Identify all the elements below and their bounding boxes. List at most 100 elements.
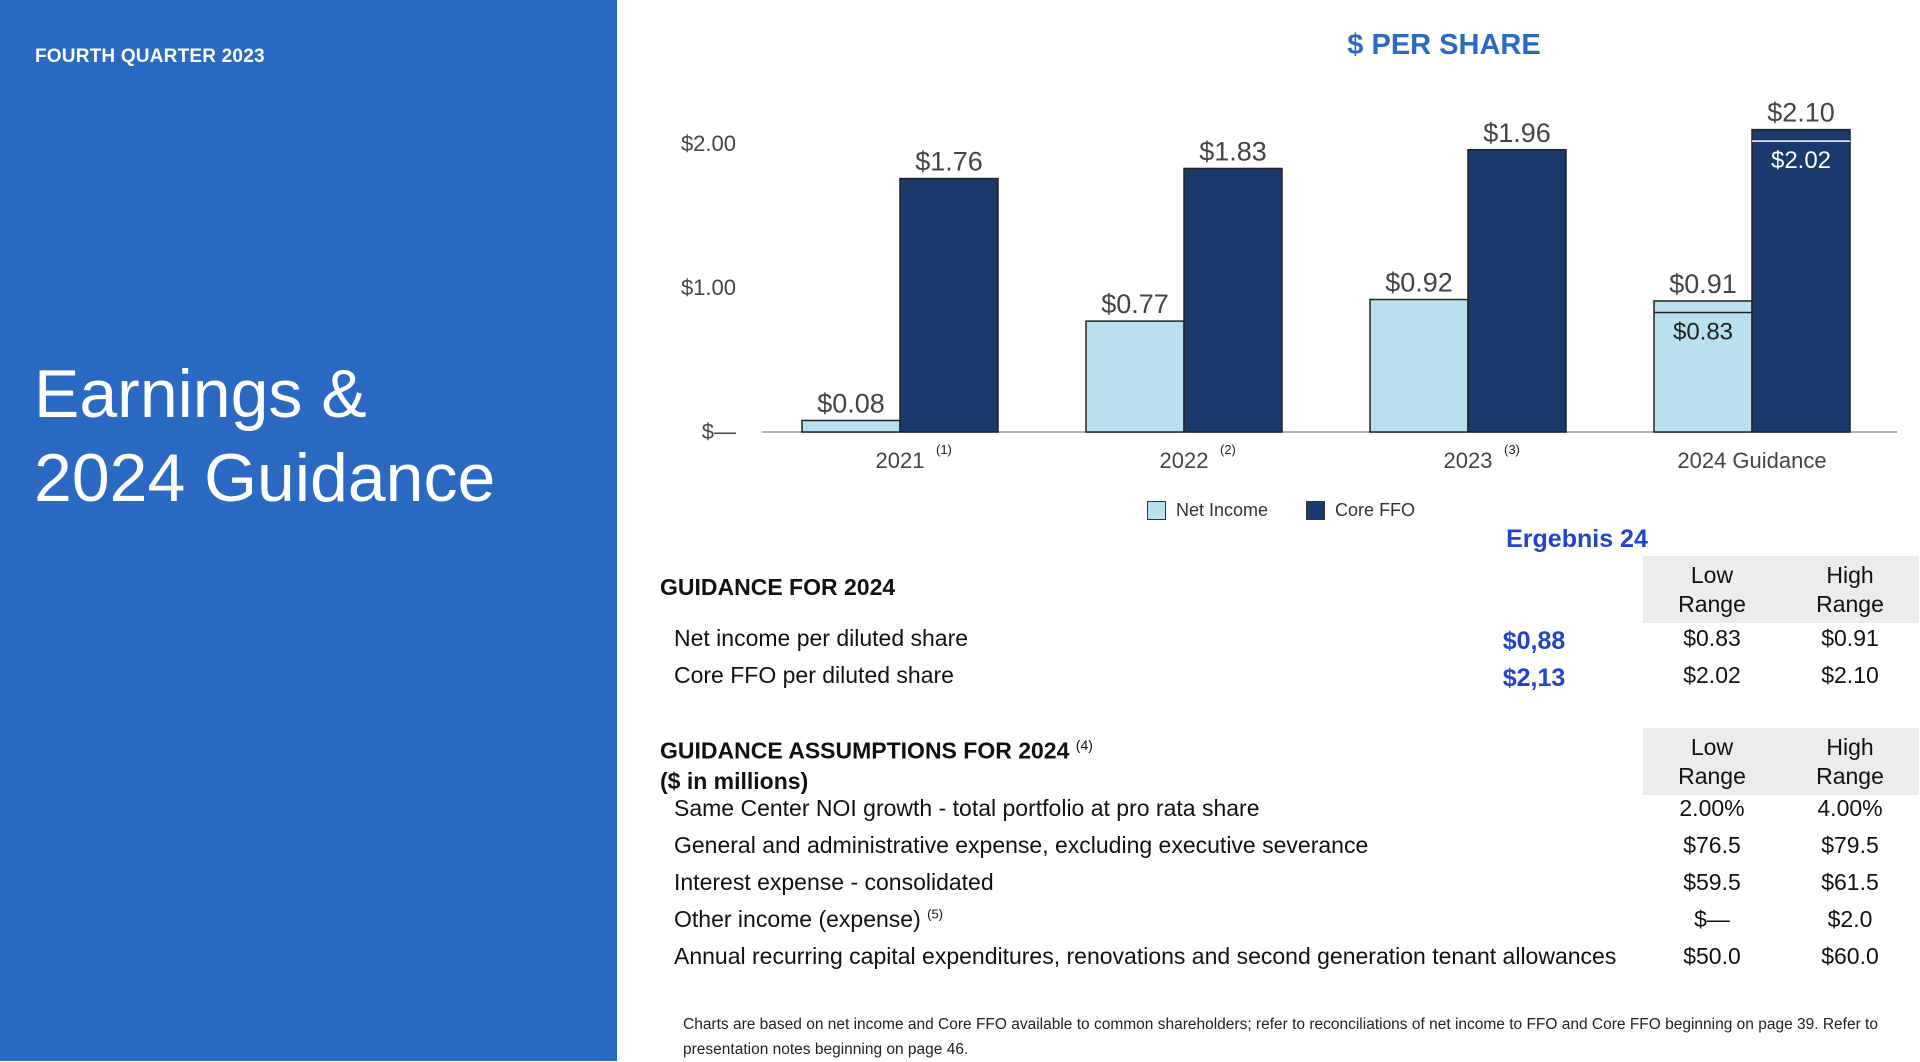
assumptions-label-text: Same Center NOI growth - total portfolio… [674, 795, 1260, 821]
bar-net-income [1085, 320, 1185, 433]
quarter-label: FOURTH QUARTER 2023 [35, 46, 265, 67]
assumptions-low-header-line1: Low [1690, 734, 1734, 760]
guidance-low-header: Low Range [1643, 556, 1781, 623]
bar-core-ffo [1183, 167, 1283, 433]
y-tick-label: $2.00 [681, 131, 736, 156]
chart-title: $ PER SHARE [1347, 29, 1541, 61]
legend-item-net-income: Net Income [1147, 500, 1268, 521]
x-tick-label: 2022 [1160, 448, 1209, 473]
guidance-high-header-line1: High [1826, 562, 1874, 588]
data-label: $0.91 [1669, 269, 1737, 299]
guidance-label: Core FFO per diluted share [674, 662, 954, 688]
page-title-line1: Earnings & [34, 356, 367, 432]
footnote: Charts are based on net income and Core … [683, 1016, 1878, 1058]
title-panel: FOURTH QUARTER 2023 Earnings & 2024 Guid… [0, 0, 617, 1061]
assumptions-range-header: Low Range High Range [1643, 728, 1919, 795]
bar-core-ffo [899, 177, 999, 433]
assumptions-row: Same Center NOI growth - total portfolio… [674, 795, 1919, 831]
data-label: $1.83 [1199, 136, 1267, 166]
legend-item-core-ffo: Core FFO [1306, 500, 1415, 521]
guidance-high-header-line2: Range [1816, 591, 1884, 617]
assumptions-label: Other income (expense) (5) [674, 906, 943, 933]
per-share-chart: $— $1.00 $2.00 $0.08 $1.76 2021 (1) $0.77 $1.83 2… [681, 98, 1897, 473]
assumptions-high-header-line2: Range [1816, 763, 1884, 789]
guidance-heading: GUIDANCE FOR 2024 [660, 574, 896, 600]
data-label: $1.76 [915, 147, 983, 177]
chart-legend: Net Income Core FFO [1147, 500, 1415, 521]
assumptions-low-value: $— [1694, 906, 1730, 932]
assumptions-label-text: General and administrative expense, excl… [674, 832, 1369, 858]
assumptions-row: Other income (expense) (5) $— $2.0 [674, 906, 1919, 942]
ergebnis-core-ffo: $2,13 [1502, 664, 1566, 692]
guidance-high-header: High Range [1781, 556, 1919, 623]
guidance-low-value: $0.83 [1683, 625, 1741, 651]
assumptions-subheading: ($ in millions) [660, 767, 809, 794]
guidance-high-value: $0.91 [1821, 625, 1879, 651]
guidance-range-header: Low Range High Range [1643, 556, 1919, 623]
data-label: $0.08 [817, 388, 885, 418]
page-title: Earnings & 2024 Guidance [34, 352, 495, 520]
assumptions-low-value: $59.5 [1683, 869, 1741, 895]
range-low-label: $0.83 [1673, 318, 1733, 345]
assumptions-label: Interest expense - consolidated [674, 869, 994, 896]
x-tick-superscript: (3) [1504, 442, 1520, 457]
data-label: $0.92 [1385, 268, 1453, 298]
assumptions-low-header-line2: Range [1678, 763, 1746, 789]
x-tick-superscript: (1) [936, 442, 952, 457]
guidance-row-core-ffo: Core FFO per diluted share $2,13 $2.02 $… [674, 662, 1919, 698]
y-tick-label: $1.00 [681, 275, 736, 300]
assumptions-row: Interest expense - consolidated $59.5 $6… [674, 869, 1919, 905]
data-label: $1.96 [1483, 118, 1551, 148]
legend-swatch-net-income [1147, 501, 1166, 520]
assumptions-high-value: $60.0 [1821, 943, 1879, 969]
assumptions-label-text: Other income (expense) [674, 906, 921, 932]
assumptions-low-header: Low Range [1643, 728, 1781, 795]
assumptions-high-value: $61.5 [1821, 869, 1879, 895]
assumptions-label-text: Interest expense - consolidated [674, 869, 994, 895]
bar-net-income [1653, 300, 1753, 433]
assumptions-label: Same Center NOI growth - total portfolio… [674, 795, 1260, 822]
assumptions-high-value: $2.0 [1827, 906, 1873, 932]
assumptions-row: General and administrative expense, excl… [674, 832, 1919, 868]
guidance-low-value: $2.02 [1683, 662, 1741, 688]
legend-label-net-income: Net Income [1176, 500, 1269, 520]
assumptions-label-text: Annual recurring capital expenditures, r… [674, 943, 1617, 969]
assumptions-heading: GUIDANCE ASSUMPTIONS FOR 2024 (4) ($ in … [660, 730, 1093, 796]
assumptions-low-value: $76.5 [1683, 832, 1741, 858]
assumptions-high-header: High Range [1781, 728, 1919, 795]
page-title-line2: 2024 Guidance [34, 440, 496, 516]
assumptions-heading-sup: (4) [1075, 737, 1093, 753]
x-tick-superscript: (2) [1220, 442, 1236, 457]
ergebnis-title: Ergebnis 24 [1506, 525, 1648, 553]
bar-core-ffo [1467, 149, 1567, 433]
assumptions-low-value: 2.00% [1679, 795, 1745, 821]
assumptions-label: General and administrative expense, excl… [674, 832, 1368, 859]
y-tick-label: $— [702, 419, 736, 444]
assumptions-high-value: 4.00% [1817, 795, 1883, 821]
guidance-low-header-line1: Low [1690, 562, 1734, 588]
assumptions-label: Annual recurring capital expenditures, r… [674, 943, 1616, 970]
ergebnis-net-income: $0,88 [1502, 627, 1566, 655]
range-low-label: $2.02 [1771, 147, 1831, 174]
legend-label-core-ffo: Core FFO [1335, 500, 1416, 520]
assumptions-row: Annual recurring capital expenditures, r… [674, 943, 1919, 979]
assumptions-high-header-line1: High [1826, 734, 1874, 760]
guidance-low-header-line2: Range [1678, 591, 1746, 617]
bar-net-income [1369, 298, 1469, 433]
assumptions-heading-text: GUIDANCE ASSUMPTIONS FOR 2024 [660, 737, 1070, 764]
guidance-row-net-income: Net income per diluted share $0,88 $0.83… [674, 625, 1919, 661]
legend-swatch-core-ffo [1306, 501, 1326, 520]
data-label: $0.77 [1101, 289, 1169, 319]
assumptions-label-sup: (5) [927, 906, 944, 922]
x-tick-label: 2023 [1444, 448, 1493, 473]
content-area: $ PER SHARE $— $1.00 $2.00 $0.08 $1.76 2021 (1… [617, 0, 1920, 1061]
assumptions-low-value: $50.0 [1683, 943, 1741, 969]
x-tick-label: 2021 [876, 448, 925, 473]
data-label: $2.10 [1767, 98, 1835, 128]
bar-core-ffo [1751, 128, 1851, 433]
guidance-label: Net income per diluted share [674, 625, 969, 651]
guidance-high-value: $2.10 [1821, 662, 1879, 688]
bar-net-income [801, 419, 901, 433]
assumptions-high-value: $79.5 [1821, 832, 1879, 858]
x-tick-label: 2024 Guidance [1677, 448, 1826, 473]
